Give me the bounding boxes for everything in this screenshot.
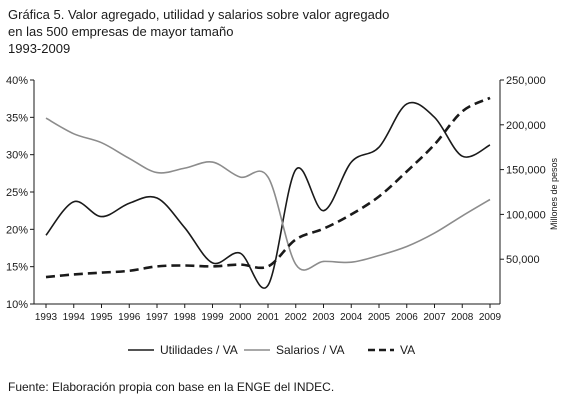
x-tick-label: 2006 <box>396 312 419 323</box>
x-tick-label: 2001 <box>257 312 280 323</box>
x-tick-label: 2009 <box>479 312 502 323</box>
chart-title-line-2: en las 500 empresas de mayor tamaño <box>8 24 234 39</box>
x-tick-label: 2005 <box>368 312 391 323</box>
right-tick-label: 50,000 <box>506 254 540 266</box>
chart-title-line-1: Gráfica 5. Valor agregado, utilidad y sa… <box>8 7 390 22</box>
series-line-va <box>45 96 491 279</box>
x-tick-label: 2003 <box>312 312 335 323</box>
left-tick-label: 20% <box>6 224 28 236</box>
right-tick-label: 150,000 <box>506 165 546 177</box>
chart-title-block: Gráfica 5. Valor agregado, utilidad y sa… <box>8 6 389 57</box>
chart-title-line-3: 1993-2009 <box>8 41 71 56</box>
left-tick-label: 35% <box>6 112 28 124</box>
left-tick-label: 15% <box>6 262 28 274</box>
right-tick-label: 250,000 <box>506 75 546 87</box>
left-tick-label: 25% <box>6 187 28 199</box>
x-tick-label: 2007 <box>423 312 446 323</box>
source-note: Fuente: Elaboración propia con base en l… <box>8 380 335 394</box>
legend-label: Salarios / VA <box>276 343 344 357</box>
left-tick-label: 30% <box>6 150 28 162</box>
legend-label: Utilidades / VA <box>160 343 238 357</box>
left-tick-label: 10% <box>6 299 28 311</box>
right-axis-label: Millones de pesos <box>549 157 559 230</box>
x-tick-label: 2002 <box>285 312 308 323</box>
right-tick-label: 200,000 <box>506 120 546 132</box>
x-tick-label: 1997 <box>146 312 169 323</box>
x-tick-label: 1998 <box>174 312 197 323</box>
right-tick-label: 100,000 <box>506 209 546 221</box>
x-tick-label: 1996 <box>118 312 141 323</box>
x-tick-label: 1999 <box>201 312 224 323</box>
x-tick-label: 1995 <box>90 312 113 323</box>
x-tick-label: 1994 <box>63 312 86 323</box>
x-tick-label: 2000 <box>229 312 252 323</box>
series-line-salarios-va <box>45 117 491 271</box>
x-tick-label: 1993 <box>35 312 58 323</box>
series-line-utilidades-va <box>45 101 491 289</box>
x-tick-label: 2008 <box>451 312 474 323</box>
legend-label: VA <box>400 343 415 357</box>
left-tick-label: 40% <box>6 75 28 87</box>
x-tick-label: 2004 <box>340 312 363 323</box>
